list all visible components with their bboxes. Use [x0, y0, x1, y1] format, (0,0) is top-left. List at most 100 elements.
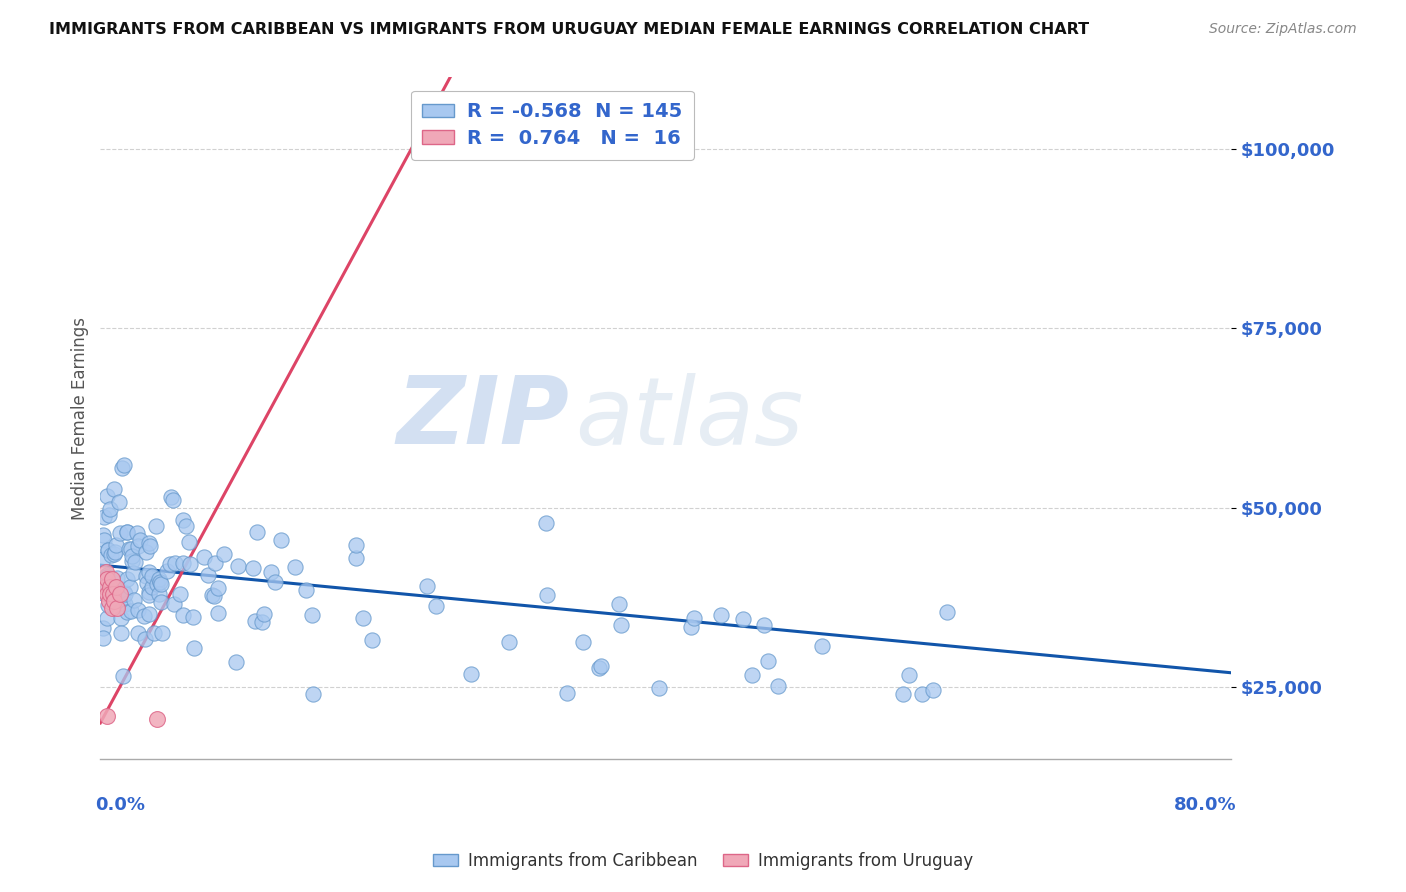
Point [425, 599, 447, 613]
Point [141, 580, 163, 594]
Point [98, 502, 121, 516]
Point [124, 555, 146, 569]
Point [294, 583, 316, 598]
Point [91, 551, 114, 566]
Point [115, 605, 138, 619]
Point [245, 614, 267, 628]
Point [172, 557, 194, 571]
Point [101, 574, 124, 589]
Point [226, 558, 249, 573]
Point [352, 611, 374, 625]
Point [93, 528, 115, 542]
Point [107, 586, 129, 600]
Point [107, 495, 129, 509]
Point [129, 533, 152, 547]
Point [146, 712, 169, 726]
Point [263, 574, 285, 589]
Point [741, 668, 763, 682]
Point [758, 654, 780, 668]
Point [138, 535, 160, 549]
Point [138, 589, 160, 603]
Point [125, 526, 148, 541]
Point [111, 460, 134, 475]
Legend: R = -0.568  N = 145, R =  0.764   N =  16: R = -0.568 N = 145, R = 0.764 N = 16 [411, 91, 695, 160]
Text: Source: ZipAtlas.com: Source: ZipAtlas.com [1209, 22, 1357, 37]
Text: 80.0%: 80.0% [1174, 797, 1236, 814]
Point [97, 543, 120, 558]
Point [138, 607, 160, 621]
Point [156, 564, 179, 578]
Point [103, 483, 125, 497]
Point [115, 572, 138, 586]
Point [162, 492, 184, 507]
Point [96, 570, 118, 584]
Point [148, 587, 170, 601]
Point [108, 526, 131, 541]
Point [94, 566, 117, 580]
Point [121, 566, 143, 580]
Point [284, 560, 307, 574]
Point [110, 611, 132, 625]
Point [110, 626, 132, 640]
Point [183, 609, 205, 624]
Point [752, 617, 775, 632]
Point [105, 571, 128, 585]
Point [174, 519, 197, 533]
Point [104, 538, 127, 552]
Point [115, 525, 138, 540]
Point [134, 632, 156, 647]
Point [91, 631, 114, 645]
Point [591, 659, 613, 673]
Point [344, 538, 367, 552]
Point [143, 625, 166, 640]
Point [98, 580, 121, 594]
Point [97, 594, 120, 608]
Point [935, 606, 957, 620]
Point [103, 547, 125, 561]
Point [100, 577, 122, 591]
Point [127, 602, 149, 616]
Point [105, 601, 128, 615]
Point [115, 525, 138, 540]
Point [104, 545, 127, 559]
Point [111, 668, 134, 682]
Point [361, 633, 384, 648]
Point [114, 598, 136, 612]
Point [108, 587, 131, 601]
Point [104, 580, 127, 594]
Point [202, 590, 225, 604]
Point [100, 548, 122, 562]
Point [149, 574, 172, 589]
Point [204, 556, 226, 570]
Point [91, 586, 114, 600]
Point [148, 572, 170, 586]
Point [183, 640, 205, 655]
Point [225, 655, 247, 669]
Point [344, 550, 367, 565]
Point [207, 606, 229, 620]
Point [207, 581, 229, 595]
Point [96, 573, 118, 587]
Point [93, 509, 115, 524]
Point [121, 549, 143, 563]
Point [172, 512, 194, 526]
Point [647, 681, 669, 696]
Legend: Immigrants from Caribbean, Immigrants from Uruguay: Immigrants from Caribbean, Immigrants fr… [426, 846, 980, 877]
Point [710, 607, 733, 622]
Point [416, 580, 439, 594]
Point [197, 568, 219, 582]
Point [145, 518, 167, 533]
Point [138, 584, 160, 599]
Point [250, 615, 273, 630]
Point [127, 626, 149, 640]
Point [682, 611, 704, 625]
Point [169, 586, 191, 600]
Point [96, 708, 118, 723]
Point [100, 601, 122, 615]
Point [163, 556, 186, 570]
Point [498, 635, 520, 649]
Point [93, 533, 115, 548]
Point [103, 594, 125, 608]
Point [150, 626, 173, 640]
Point [138, 565, 160, 579]
